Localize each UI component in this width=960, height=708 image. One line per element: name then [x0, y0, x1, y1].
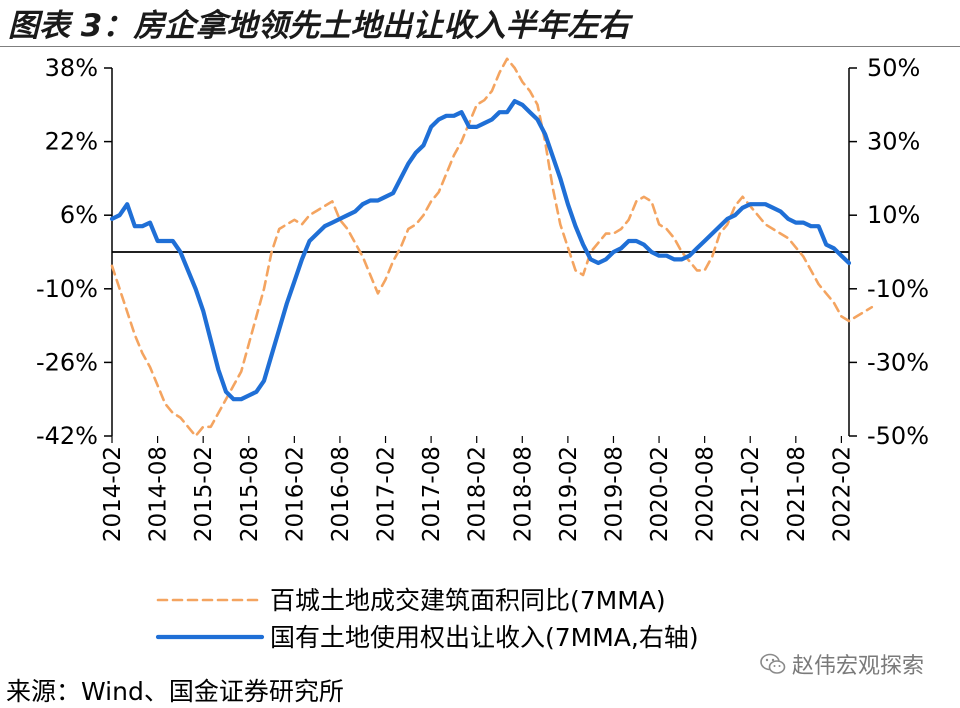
left-tick-label: -10% — [36, 275, 98, 303]
x-tick-label: 2022-02 — [829, 446, 855, 542]
right-tick-label: 50% — [867, 54, 920, 82]
x-tick-label: 2017-08 — [419, 446, 445, 542]
source-note: 来源：Wind、国金证券研究所 — [6, 677, 344, 706]
left-tick-label: 38% — [45, 54, 98, 82]
right-tick-label: 10% — [867, 201, 920, 229]
right-tick-label: -30% — [867, 348, 929, 376]
watermark: 赵伟宏观探索 — [760, 648, 924, 680]
right-tick-label: 30% — [867, 128, 920, 156]
legend-label: 国有土地使用权出让收入(7MMA,右轴) — [270, 623, 699, 652]
left-tick-label: -42% — [36, 422, 98, 450]
title-divider — [0, 46, 960, 47]
x-tick-label: 2020-02 — [647, 446, 673, 542]
legend-label: 百城土地成交建筑面积同比(7MMA) — [270, 586, 666, 615]
x-tick-label: 2018-08 — [510, 446, 536, 542]
right-tick-label: -50% — [867, 422, 929, 450]
x-tick-label: 2021-02 — [738, 446, 764, 542]
x-tick-label: 2016-08 — [328, 446, 354, 542]
wechat-icon — [760, 653, 786, 674]
left-tick-label: 22% — [45, 128, 98, 156]
left-tick-label: 6% — [60, 201, 98, 229]
x-tick-label: 2018-02 — [465, 446, 491, 542]
series-line-land-revenue — [109, 98, 852, 402]
x-tick-label: 2014-02 — [100, 446, 126, 542]
right-tick-label: -10% — [867, 275, 929, 303]
x-tick-label: 2015-08 — [237, 446, 263, 542]
left-tick-label: -26% — [36, 348, 98, 376]
watermark-text: 赵伟宏观探索 — [792, 654, 925, 679]
line-chart: 38% 22% 6% -10% -26% -42% 50% 30% 10% -10% -30% -5… — [36, 54, 929, 652]
right-y-axis: 50% 30% 10% -10% -30% -50% — [848, 54, 929, 450]
x-tick-label: 2016-02 — [282, 446, 308, 542]
plot-area — [109, 57, 874, 438]
x-tick-label: 2020-08 — [693, 446, 719, 542]
x-tick-label: 2019-02 — [556, 446, 582, 542]
series-line-land-area-yoy — [110, 57, 874, 438]
x-tick-label: 2015-02 — [191, 446, 217, 542]
x-axis: 2014-02 2014-08 2015-02 2015-08 2016-02 2016-… — [100, 251, 855, 542]
x-tick-label: 2017-02 — [374, 446, 400, 542]
left-y-axis: 38% 22% 6% -10% -26% -42% — [36, 54, 113, 450]
x-tick-label: 2021-08 — [784, 446, 810, 542]
chart-legend: 百城土地成交建筑面积同比(7MMA) 国有土地使用权出让收入(7MMA,右轴) — [155, 586, 699, 652]
figure-title: 图表 3：房企拿地领先土地出让收入半年左右 — [8, 8, 630, 44]
x-tick-label: 2014-08 — [146, 446, 172, 542]
x-tick-label: 2019-08 — [601, 446, 627, 542]
